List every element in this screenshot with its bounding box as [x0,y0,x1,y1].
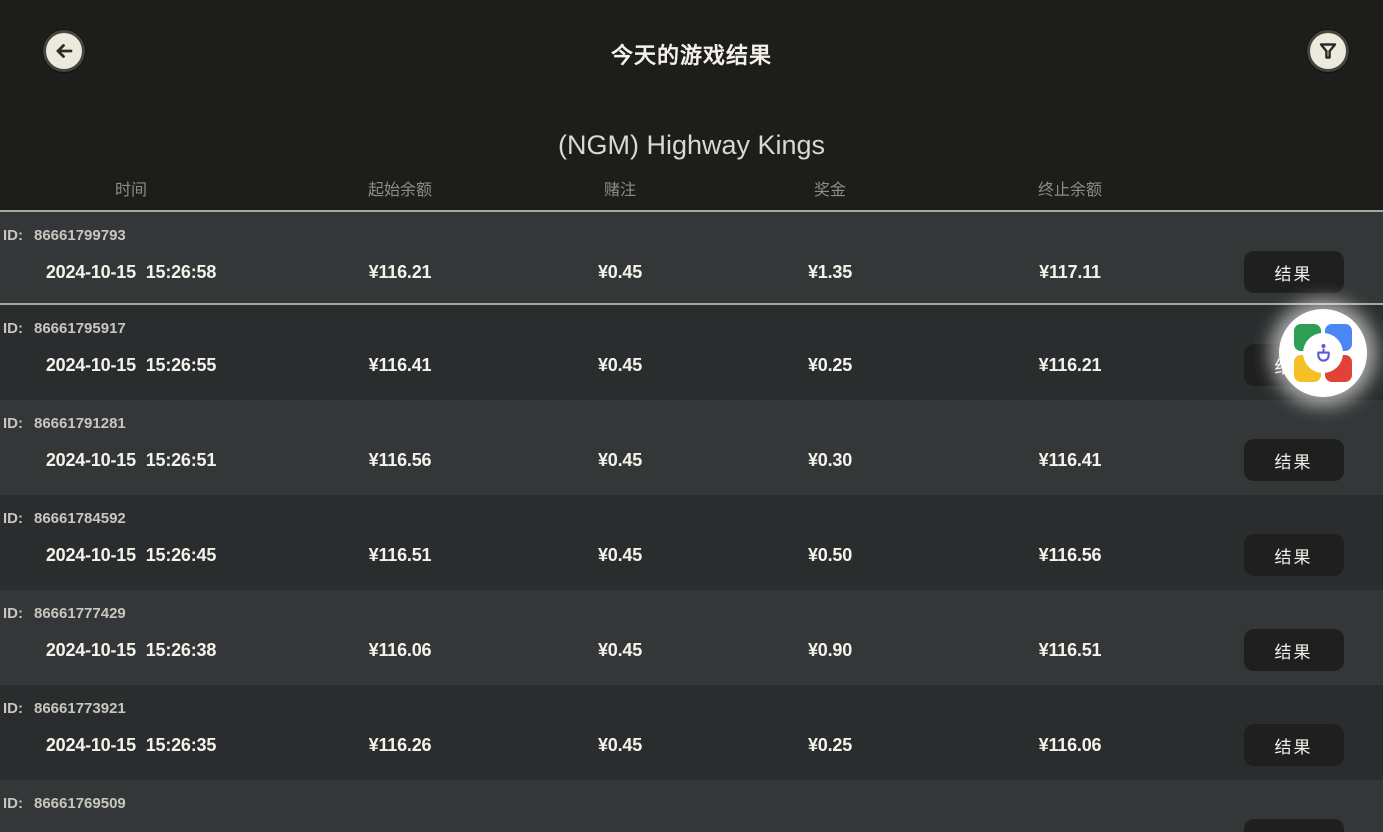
cell-bet: ¥0.45 [597,354,643,375]
cell-bet: ¥0.45 [597,544,643,565]
cell-end-balance: ¥116.21 [1038,354,1102,375]
basket-glyph-icon [1303,333,1343,373]
row-id-line: ID: 86661773921 [0,700,1383,722]
header-start-balance: 起始余额 [367,182,432,199]
row-id-line: ID: 86661777429 [0,605,1383,627]
cell-time: 2024-10-15 15:26:51 [45,449,217,470]
cell-prize: ¥0.25 [807,354,853,375]
row-id-value: 86661777429 [34,605,126,622]
cell-prize: ¥0.25 [807,734,853,755]
cell-time: 2024-10-15 15:26:58 [45,261,217,282]
row-id-line: ID: 86661795917 [0,320,1383,342]
row-id-line: ID: 86661799793 [0,227,1383,249]
row-id-label: ID: [3,510,23,527]
row-id-line: ID: 86661769509 [0,795,1383,817]
row-id-label: ID: [3,795,23,812]
cell-end-balance: ¥117.11 [1039,261,1101,282]
cell-time: 2024-10-15 15:26:55 [45,354,217,375]
row-id-label: ID: [3,227,23,244]
table-row: ID: 86661773921 2024-10-15 15:26:35 ¥116.… [0,685,1383,780]
extension-overlay-button[interactable] [1279,309,1367,397]
game-title: (NGM) Highway Kings [557,130,826,160]
row-id-line: ID: 86661784592 [0,510,1383,532]
header-prize: 奖金 [813,182,846,199]
row-values: 2024-10-15 15:26:35 ¥116.26 ¥0.45 ¥0.25 … [0,724,1383,766]
result-button[interactable]: 结果 [1243,629,1344,671]
results-table: ID: 86661799793 2024-10-15 15:26:58 ¥116.… [0,210,1383,832]
row-id-line: ID: 86661791281 [0,415,1383,437]
header-end-balance: 终止余额 [1037,182,1102,199]
cell-time: 2024-10-15 15:26:38 [45,639,217,660]
table-row: ID: 86661784592 2024-10-15 15:26:45 ¥116.… [0,495,1383,590]
cell-bet: ¥0.45 [597,734,643,755]
cell-start-balance: ¥116.41 [368,354,432,375]
cell-prize: ¥0.90 [807,639,853,660]
cell-time: 2024-10-15 15:26:35 [45,734,217,755]
cell-end-balance: ¥116.56 [1038,544,1102,565]
cell-start-balance: ¥116.51 [368,544,432,565]
row-id-value: 86661791281 [34,415,126,432]
row-id-value: 86661795917 [34,320,126,337]
back-button[interactable] [43,30,85,72]
cell-bet: ¥0.45 [597,639,643,660]
row-id-label: ID: [3,700,23,717]
filter-funnel-icon [1316,39,1340,63]
cell-start-balance: ¥116.21 [368,261,432,282]
row-id-label: ID: [3,605,23,622]
cell-end-balance: ¥116.06 [1038,734,1102,755]
table-row: ID: 86661799793 2024-10-15 15:26:58 ¥116.… [0,210,1383,305]
cell-end-balance: ¥116.41 [1038,449,1102,470]
row-id-label: ID: [3,320,23,337]
result-button[interactable]: 结果 [1243,439,1344,481]
row-id-label: ID: [3,415,23,432]
result-button[interactable]: 结果 [1243,819,1344,832]
row-id-value: 86661784592 [34,510,126,527]
table-row: ID: 86661777429 2024-10-15 15:26:38 ¥116.… [0,590,1383,685]
page-title: 今天的游戏结果 [610,43,772,68]
cell-bet: ¥0.45 [597,261,643,282]
row-values: 2024-10-15 15:26:45 ¥116.51 ¥0.45 ¥0.50 … [0,534,1383,576]
cell-start-balance: ¥116.56 [368,449,432,470]
row-id-value: 86661799793 [34,227,126,244]
cell-prize: ¥1.35 [807,261,853,282]
cell-end-balance: ¥116.51 [1038,639,1102,660]
cell-time: 2024-10-15 15:26:45 [45,544,217,565]
table-row: ID: 86661795917 2024-10-15 15:26:55 ¥116.… [0,305,1383,400]
header-bet: 赌注 [603,182,636,199]
cell-bet: ¥0.45 [597,449,643,470]
result-button[interactable]: 结果 [1243,534,1344,576]
result-button[interactable]: 结果 [1243,251,1344,293]
row-values: 2024-10-15 15:26:58 ¥116.21 ¥0.45 ¥1.35 … [0,251,1383,293]
filter-button[interactable] [1307,30,1349,72]
row-id-value: 86661769509 [34,795,126,812]
cell-prize: ¥0.50 [807,544,853,565]
row-values: 结果 [0,819,1383,832]
table-header-row: 时间 起始余额 赌注 奖金 终止余额 [0,176,1383,200]
row-values: 2024-10-15 15:26:55 ¥116.41 ¥0.45 ¥0.25 … [0,344,1383,386]
row-values: 2024-10-15 15:26:38 ¥116.06 ¥0.45 ¥0.90 … [0,629,1383,671]
table-row: ID: 86661769509 结果 [0,780,1383,832]
cell-prize: ¥0.30 [807,449,853,470]
cell-start-balance: ¥116.06 [368,639,432,660]
row-id-value: 86661773921 [34,700,126,717]
result-button[interactable]: 结果 [1243,724,1344,766]
arrow-left-icon [52,39,76,63]
table-row: ID: 86661791281 2024-10-15 15:26:51 ¥116.… [0,400,1383,495]
header-time: 时间 [114,182,147,199]
row-values: 2024-10-15 15:26:51 ¥116.56 ¥0.45 ¥0.30 … [0,439,1383,481]
cell-start-balance: ¥116.26 [368,734,432,755]
